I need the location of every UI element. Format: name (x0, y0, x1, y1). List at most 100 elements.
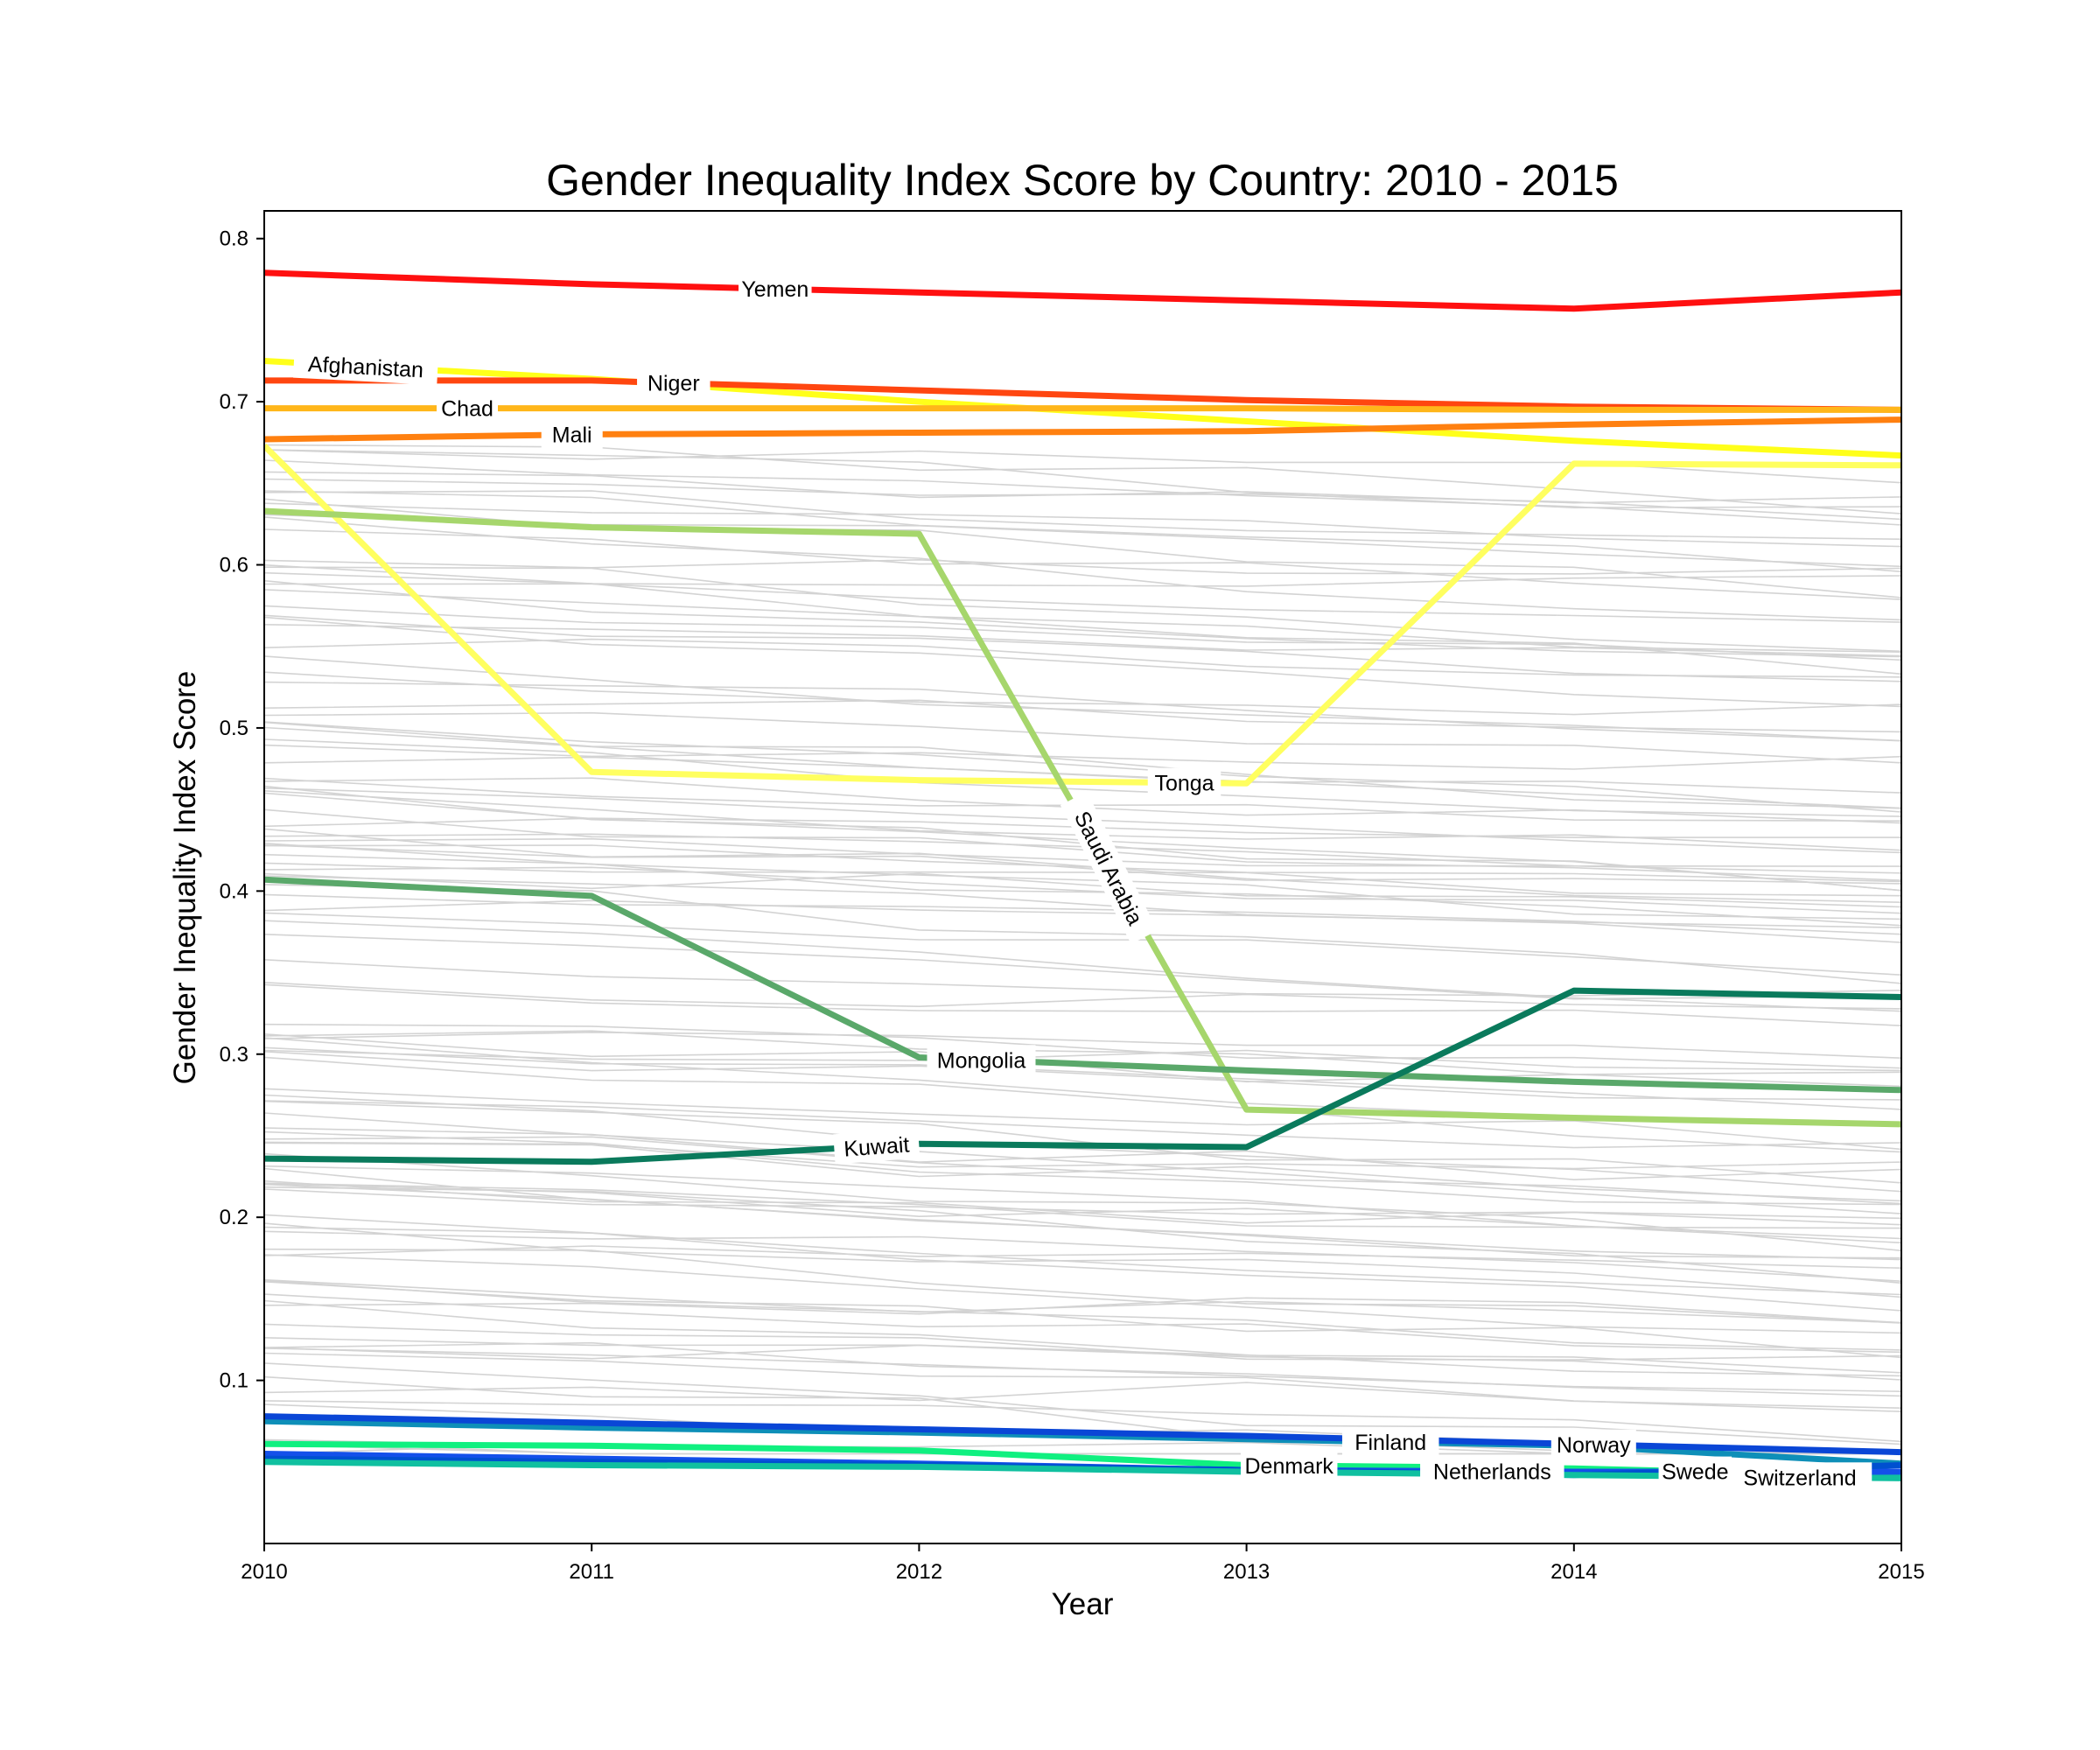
series-label-text: Switzerland (1743, 1466, 1856, 1490)
background-country-line (264, 1214, 1901, 1296)
series-label: Kuwait (833, 1128, 920, 1165)
series-label-bg (738, 274, 812, 304)
background-country-line (264, 444, 1901, 514)
background-country-line (264, 1182, 1901, 1229)
background-country-line (264, 1248, 1901, 1324)
background-country-line (264, 711, 1901, 764)
series-line (264, 416, 1901, 443)
background-country-line (264, 449, 1901, 509)
background-country-line (264, 1352, 1901, 1412)
y-tick-label: 0.8 (220, 228, 248, 251)
background-country-lines (264, 444, 1901, 1455)
series-label-bg (541, 419, 603, 450)
series-label-text: Tonga (1154, 772, 1214, 796)
background-country-line (264, 1279, 1901, 1351)
background-country-line (264, 459, 1901, 526)
series-label-bg (1727, 1462, 1872, 1493)
background-country-line (264, 1100, 1901, 1184)
background-country-line (264, 1127, 1901, 1181)
series-label: Yemen (738, 274, 812, 304)
y-tick-label: 0.3 (220, 1043, 248, 1067)
background-country-line (264, 1299, 1901, 1377)
series-label: Afghanistan (292, 347, 439, 386)
background-country-line (264, 721, 1901, 809)
background-country-line (264, 959, 1901, 997)
background-country-line (264, 875, 1901, 943)
series-label-bg (1240, 1451, 1338, 1480)
background-country-line (264, 566, 1901, 653)
series-label: Netherlands (1420, 1456, 1564, 1487)
background-country-line (264, 478, 1901, 521)
chart-title: Gender Inequality Index Score by Country… (546, 156, 1619, 205)
background-country-line (264, 808, 1901, 881)
series-label: Mongolia (927, 1045, 1036, 1075)
series-label-text: Yemen (741, 277, 808, 302)
series-label-bg (1147, 767, 1222, 798)
background-country-line (264, 1278, 1901, 1324)
background-country-line (264, 589, 1901, 676)
x-tick-label: 2013 (1223, 1560, 1270, 1584)
series-line (264, 987, 1901, 1166)
background-country-line (264, 1400, 1901, 1443)
background-country-line (264, 583, 1901, 623)
series-line (264, 358, 1901, 459)
background-country-line (264, 920, 1901, 1012)
background-country-line (264, 1130, 1901, 1206)
series-label-bg (437, 393, 498, 424)
series-label-bg (292, 347, 439, 386)
background-country-line (264, 1094, 1901, 1193)
series-label-text: Swede (1662, 1460, 1728, 1485)
series-line (264, 1459, 1901, 1481)
series-label-bg (1420, 1456, 1564, 1487)
background-country-line (264, 884, 1901, 984)
series-label-text: Norway (1557, 1433, 1631, 1458)
series-label: Chad (437, 393, 498, 424)
background-country-line (264, 502, 1901, 548)
background-country-line (264, 616, 1901, 708)
series-label-bg (1060, 791, 1158, 944)
series-line (264, 443, 1901, 787)
background-country-line (264, 681, 1901, 742)
background-country-line (264, 984, 1901, 1026)
y-axis: 0.1 0.2 0.3 0.4 0.5 0.6 0.7 0.8 (220, 228, 264, 1393)
y-tick-label: 0.1 (220, 1369, 248, 1393)
y-tick-label: 0.2 (220, 1206, 248, 1229)
background-country-line (264, 1100, 1901, 1149)
x-tick-label: 2011 (569, 1560, 614, 1584)
series-label: Tonga (1147, 767, 1222, 798)
background-country-line (264, 843, 1901, 920)
background-country-line (264, 872, 1901, 908)
x-tick-label: 2014 (1550, 1560, 1597, 1584)
background-country-line (264, 516, 1901, 621)
background-country-line (264, 558, 1901, 575)
background-country-line (264, 490, 1901, 540)
x-tick-label: 2010 (241, 1560, 287, 1584)
x-axis-label: Year (1052, 1587, 1114, 1621)
series-label: Norway (1550, 1429, 1636, 1460)
series-labels: YemenAfghanistanNigerChadMaliTongaSaudi … (292, 274, 1872, 1493)
series-label-bg (833, 1128, 920, 1165)
background-country-line (264, 744, 1901, 770)
series-label: Switzerland (1727, 1462, 1872, 1493)
series-label-text: Kuwait (843, 1132, 910, 1161)
background-country-line (264, 912, 1901, 976)
background-country-line (264, 853, 1901, 927)
background-country-line (264, 844, 1901, 883)
background-country-line (264, 862, 1901, 897)
series-line (264, 405, 1901, 413)
plot-frame (263, 210, 1902, 1544)
background-country-line (264, 1031, 1901, 1059)
background-country-line (264, 1230, 1901, 1282)
background-country-line (264, 579, 1901, 658)
series-line (264, 270, 1901, 312)
series-label: Swede (1658, 1456, 1732, 1487)
series-line (264, 876, 1901, 1094)
series-label-bg (927, 1045, 1036, 1075)
background-country-line (264, 1341, 1901, 1397)
background-country-line (264, 498, 1901, 598)
background-country-line (264, 699, 1901, 733)
background-country-line (264, 1222, 1901, 1298)
y-tick-label: 0.6 (220, 554, 248, 578)
background-country-line (264, 1293, 1901, 1354)
